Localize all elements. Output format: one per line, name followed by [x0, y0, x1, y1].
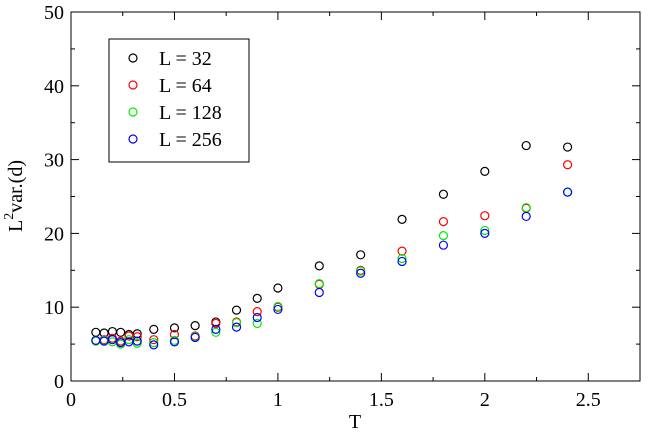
- data-point: [231, 322, 242, 332]
- data-point: [521, 140, 531, 151]
- series-3: [91, 187, 573, 350]
- data-point: [438, 231, 449, 241]
- y-axis-label-rest: var.(d): [5, 160, 27, 213]
- data-point: [149, 324, 159, 334]
- x-tick-label: 2.5: [576, 389, 601, 411]
- data-point: [438, 216, 449, 227]
- data-point: [397, 214, 407, 224]
- y-axis-label-sup: 2: [2, 213, 17, 220]
- data-point: [169, 323, 180, 333]
- data-point: [116, 327, 126, 337]
- data-point: [480, 228, 490, 238]
- data-point: [252, 307, 262, 317]
- data-point: [132, 329, 142, 339]
- y-tick-label: 0: [54, 371, 64, 393]
- x-tick-label: 0: [66, 389, 76, 411]
- data-point: [397, 256, 407, 267]
- data-point: [480, 225, 490, 236]
- y-tick-label: 20: [44, 223, 64, 245]
- data-point: [438, 240, 449, 250]
- data-point: [169, 337, 180, 347]
- legend-marker: [128, 53, 138, 63]
- legend-label: L = 64: [159, 75, 212, 97]
- legend-marker: [128, 134, 138, 144]
- data-point: [252, 312, 262, 323]
- data-point: [397, 253, 407, 264]
- y-tick-label: 40: [44, 76, 64, 98]
- data-point: [438, 189, 449, 199]
- y-tick-label: 10: [44, 297, 64, 319]
- series-1: [91, 160, 573, 346]
- data-point: [252, 293, 262, 303]
- legend-box: [108, 38, 250, 163]
- data-point: [356, 268, 366, 278]
- data-point: [149, 335, 159, 345]
- legend-label: L = 128: [159, 102, 222, 124]
- data-point: [132, 332, 142, 342]
- series-0: [91, 140, 573, 340]
- x-tick-label: 0.5: [162, 389, 187, 411]
- data-point: [169, 329, 180, 340]
- data-point: [107, 335, 117, 345]
- legend-marker: [128, 107, 138, 117]
- data-point: [252, 318, 262, 329]
- data-point: [562, 187, 573, 197]
- data-point: [480, 166, 490, 177]
- legend: L = 32 L = 64 L = 128 L = 256: [108, 38, 250, 163]
- data-point: [562, 142, 573, 152]
- y-tick-label: 50: [44, 2, 64, 24]
- data-point: [273, 304, 283, 315]
- data-points: [91, 140, 573, 350]
- data-point: [521, 211, 531, 222]
- y-tick-label: 30: [44, 150, 64, 172]
- data-point: [211, 324, 221, 334]
- data-point: [211, 318, 221, 329]
- series-2: [91, 187, 573, 349]
- data-point: [314, 261, 324, 271]
- legend-label: L = 256: [159, 129, 222, 151]
- x-tick-label: 1.5: [369, 389, 394, 411]
- data-point: [356, 250, 366, 260]
- data-point: [190, 321, 200, 331]
- data-point: [273, 301, 283, 312]
- data-point: [314, 287, 324, 298]
- data-point: [273, 283, 283, 293]
- axis-tick-labels: 0 0.5 1 1.5 2 2.5 0 10 20 30 40 50: [44, 2, 601, 411]
- data-point: [91, 327, 101, 337]
- axis-ticks: [70, 11, 641, 382]
- data-point: [190, 332, 200, 343]
- data-point: [562, 160, 573, 170]
- data-point: [480, 211, 490, 221]
- data-point: [132, 336, 142, 346]
- y-axis-label-main: L: [5, 220, 27, 232]
- data-point: [149, 340, 159, 350]
- data-point: [314, 278, 324, 289]
- legend-label: L = 32: [159, 48, 212, 70]
- data-point: [397, 246, 407, 256]
- y-axis-label: L2var.(d): [2, 160, 27, 232]
- data-point: [231, 318, 242, 328]
- data-point: [231, 305, 242, 315]
- legend-marker: [128, 80, 138, 90]
- legend-items: L = 32 L = 64 L = 128 L = 256: [128, 48, 222, 151]
- x-tick-label: 2: [480, 389, 490, 411]
- data-point: [211, 327, 221, 337]
- data-point: [521, 202, 531, 213]
- x-axis-label: T: [349, 411, 361, 433]
- x-tick-label: 1: [273, 389, 283, 411]
